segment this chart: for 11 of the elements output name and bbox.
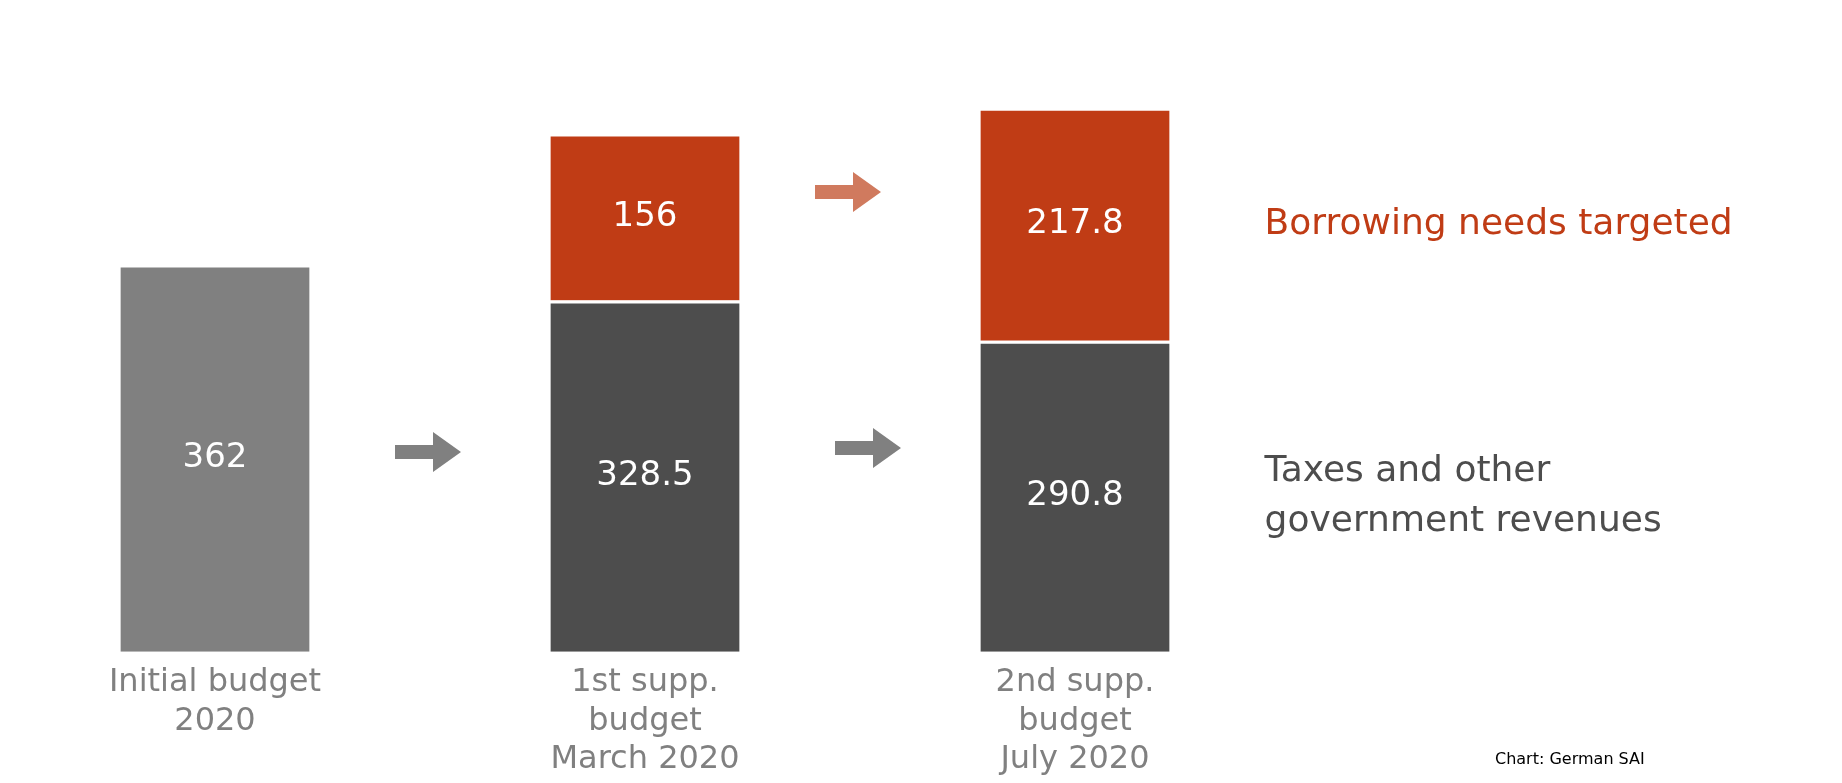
data-label: 290.8: [1026, 473, 1124, 514]
x-tick-label: 2nd supp. budget July 2020: [995, 661, 1155, 777]
text: Chart: German SAI: [1495, 749, 1645, 769]
x-tick-label: 1st supp. budget March 2020: [550, 661, 740, 777]
text: Taxes and other government revenues: [1263, 447, 1662, 539]
data-label: 362: [182, 435, 248, 476]
text: Borrowing needs targeted: [1264, 200, 1733, 242]
data-label: 328.5: [596, 452, 694, 493]
data-label: 217.8: [1026, 201, 1124, 242]
x-tick-label: Initial budget 2020: [108, 661, 322, 738]
data-label: 156: [612, 193, 678, 234]
